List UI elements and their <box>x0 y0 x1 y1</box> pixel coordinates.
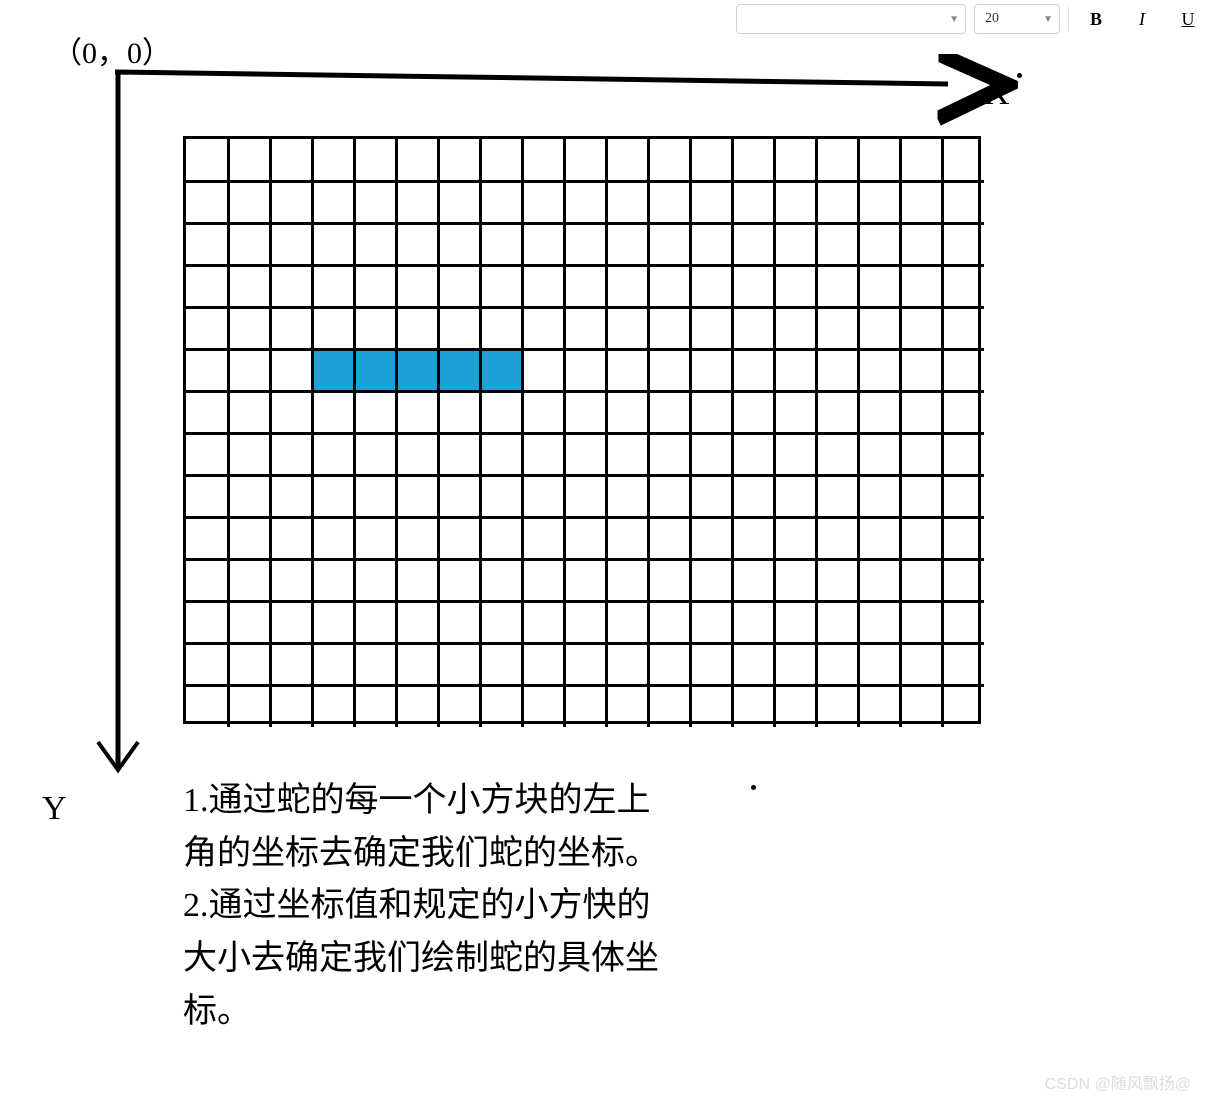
grid-line-horizontal <box>186 390 984 393</box>
grid-line-horizontal <box>186 264 984 267</box>
desc-line2: 角的坐标去确定我们蛇的坐标。 <box>183 835 659 872</box>
desc-line1: 1.通过蛇的每一个小方块的左上 <box>183 782 651 819</box>
snake-cell <box>354 349 396 391</box>
grid-line-horizontal <box>186 348 984 351</box>
x-axis-label: X <box>985 75 1010 113</box>
description: 1.通过蛇的每一个小方块的左上 角的坐标去确定我们蛇的坐标。 2.通过坐标值和规… <box>183 775 803 1038</box>
watermark: CSDN @随风飘扬@ <box>1045 1070 1191 1094</box>
grid-line-horizontal <box>186 684 984 687</box>
snake-cell <box>312 349 354 391</box>
desc-line3: 2.通过坐标值和规定的小方快的 <box>183 887 651 924</box>
snake-cell <box>396 349 438 391</box>
snake-cell <box>438 349 480 391</box>
grid-line-horizontal <box>186 558 984 561</box>
grid-line-horizontal <box>186 474 984 477</box>
grid-line-horizontal <box>186 180 984 183</box>
y-axis-label: Y <box>42 790 67 828</box>
grid-line-horizontal <box>186 600 984 603</box>
grid-line-horizontal <box>186 642 984 645</box>
desc-line4: 大小去确定我们绘制蛇的具体坐 <box>183 940 659 977</box>
snake-cell <box>480 349 522 391</box>
stray-dot <box>751 785 756 790</box>
grid-line-horizontal <box>186 222 984 225</box>
grid-line-horizontal <box>186 516 984 519</box>
grid-line-horizontal <box>186 432 984 435</box>
grid-line-horizontal <box>186 306 984 309</box>
desc-line5: 标。 <box>183 993 251 1030</box>
stray-dot <box>1017 73 1022 78</box>
x-axis <box>115 72 948 84</box>
grid <box>183 136 981 724</box>
